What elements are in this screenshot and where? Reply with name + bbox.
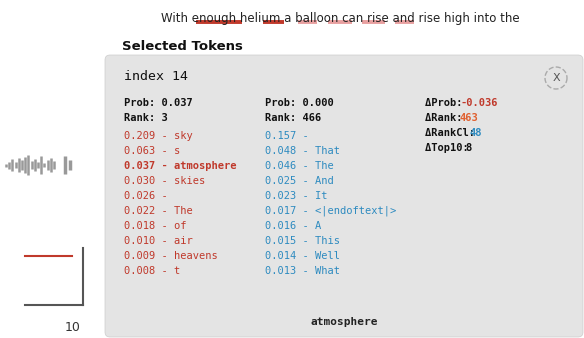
Text: 0.014 - Well: 0.014 - Well [265,251,340,261]
Text: Prob: 0.037: Prob: 0.037 [124,98,193,108]
Text: 10: 10 [65,321,81,334]
Text: 48: 48 [470,128,482,138]
Text: X: X [552,73,560,83]
Text: ΔRankCl:: ΔRankCl: [425,128,481,138]
Text: 0.048 - That: 0.048 - That [265,146,340,156]
Text: 0.023 - It: 0.023 - It [265,191,328,201]
Text: 0.022 - The: 0.022 - The [124,206,193,216]
Text: index 14: index 14 [124,70,188,83]
Text: 0.009 - heavens: 0.009 - heavens [124,251,218,261]
Text: 0.017 - <|endoftext|>: 0.017 - <|endoftext|> [265,206,397,217]
Text: ΔTop10:: ΔTop10: [425,143,475,153]
Text: -0.036: -0.036 [460,98,498,108]
Text: 0.015 - This: 0.015 - This [265,236,340,246]
Text: Prob: 0.000: Prob: 0.000 [265,98,333,108]
Text: Selected Tokens: Selected Tokens [122,40,243,53]
Text: 0.025 - And: 0.025 - And [265,176,333,186]
Text: 0.157 -: 0.157 - [265,131,309,141]
Text: 0.026 -: 0.026 - [124,191,168,201]
Text: 0.008 - t: 0.008 - t [124,266,180,276]
Text: 0.013 - What: 0.013 - What [265,266,340,276]
Text: 8: 8 [465,143,471,153]
Text: 463: 463 [460,113,479,123]
Text: ΔRank:: ΔRank: [425,113,469,123]
Text: 0.209 - sky: 0.209 - sky [124,131,193,141]
Text: 0.037 - atmosphere: 0.037 - atmosphere [124,161,237,171]
Text: Rank: 466: Rank: 466 [265,113,321,123]
Text: 0.046 - The: 0.046 - The [265,161,333,171]
FancyBboxPatch shape [105,55,583,337]
Text: atmosphere: atmosphere [310,317,378,327]
Text: 0.063 - s: 0.063 - s [124,146,180,156]
Text: With enough helium a balloon can rise and rise high into the: With enough helium a balloon can rise an… [161,12,519,25]
Text: 0.010 - air: 0.010 - air [124,236,193,246]
Text: 0.016 - A: 0.016 - A [265,221,321,231]
Text: 0.018 - of: 0.018 - of [124,221,186,231]
Text: Rank: 3: Rank: 3 [124,113,168,123]
Text: 0.030 - skies: 0.030 - skies [124,176,205,186]
Text: ΔProb:: ΔProb: [425,98,469,108]
